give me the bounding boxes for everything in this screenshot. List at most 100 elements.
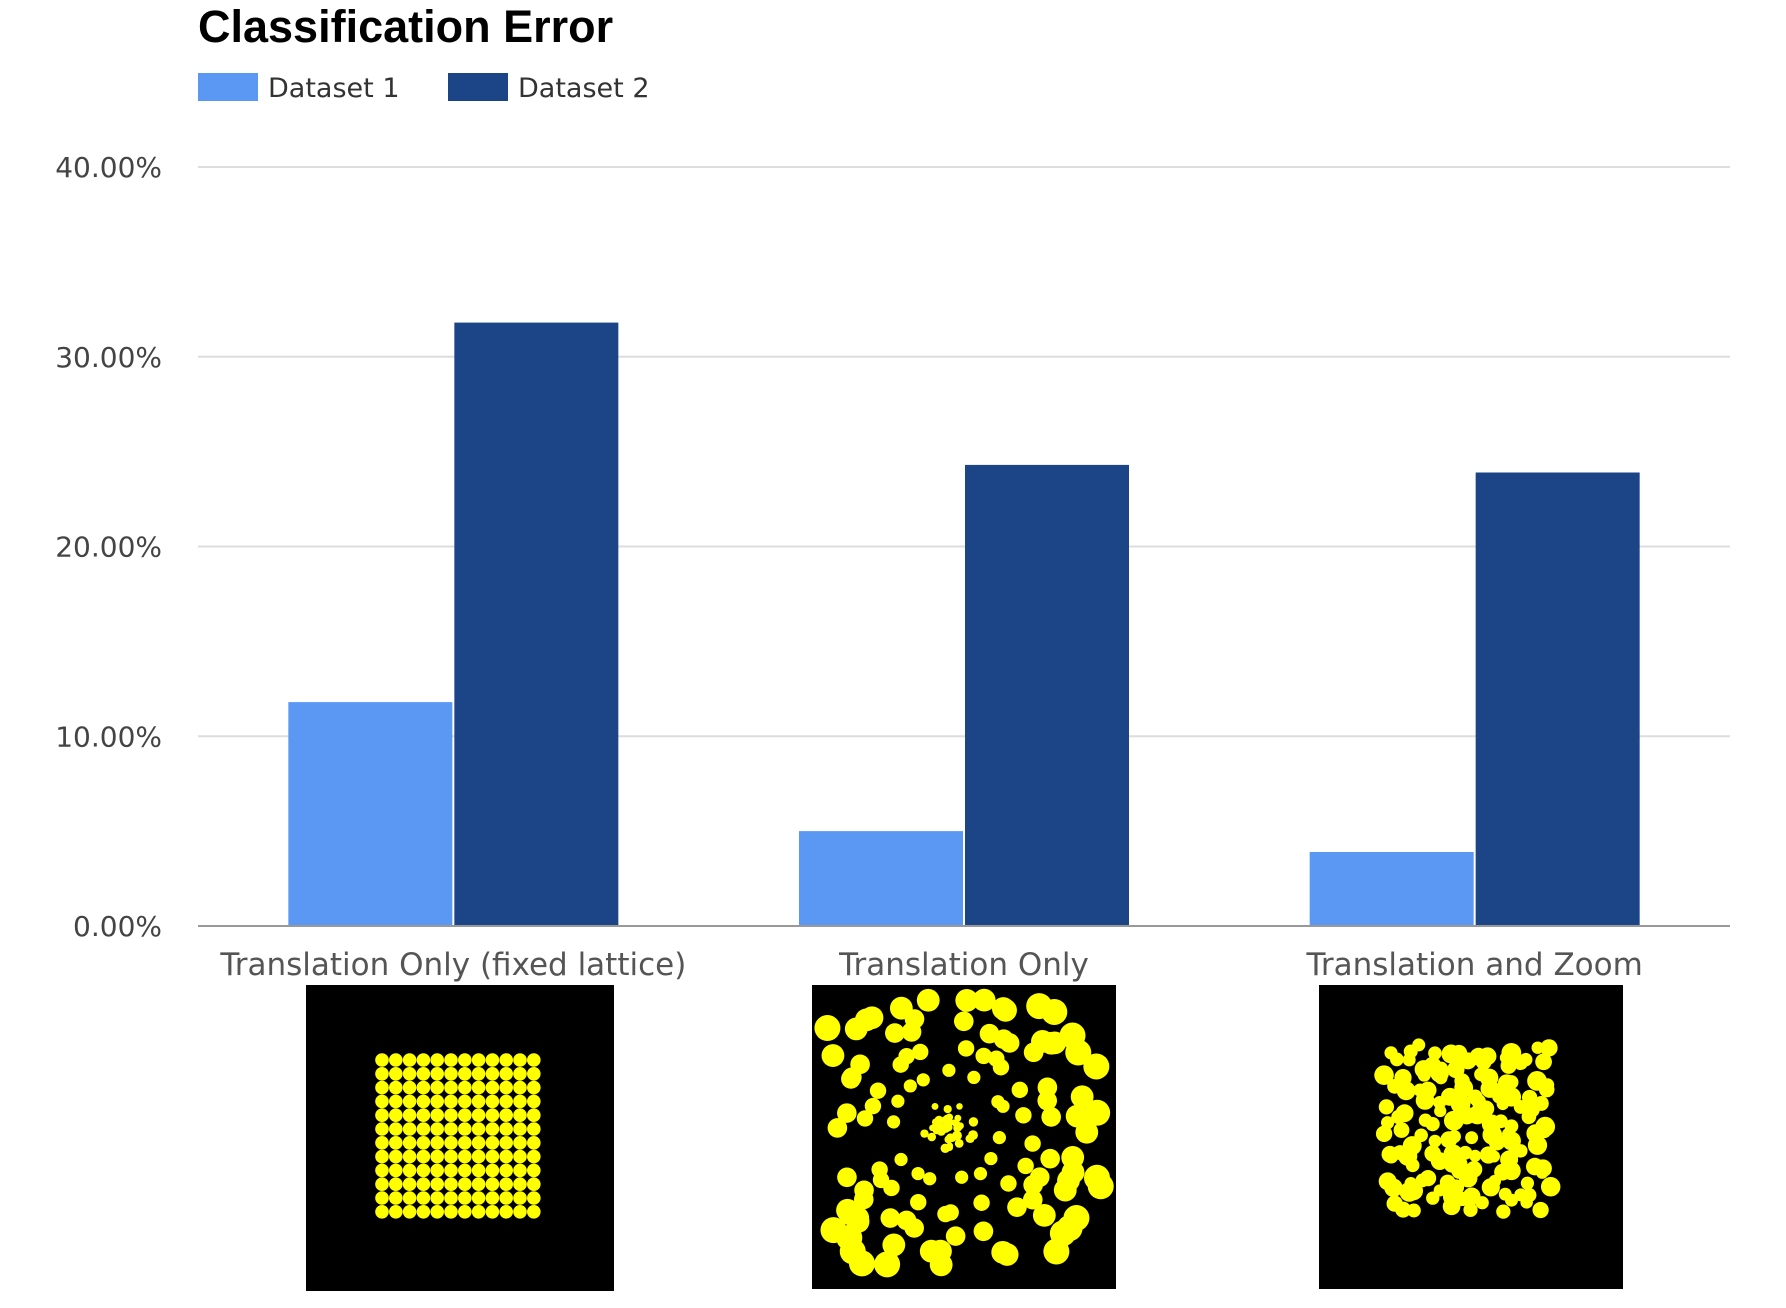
grid-lines [198, 166, 1730, 738]
thumbnail-dot [1084, 1099, 1111, 1126]
thumbnail-dot [444, 1136, 458, 1150]
bar-1-3 [1309, 851, 1474, 926]
thumbnail-dot [1061, 1160, 1085, 1184]
thumbnail-dot [402, 1067, 417, 1081]
thumbnail-dot [837, 1167, 857, 1188]
x-category-label: Translation and Zoom [1306, 947, 1643, 983]
thumbnail-dot [513, 1191, 527, 1205]
thumbnail-dot [954, 1138, 964, 1148]
thumbnail-dot [1041, 998, 1068, 1025]
thumbnail-dot [898, 1047, 915, 1065]
thumbnail-dot [1015, 1107, 1032, 1124]
thumbnail-dot [402, 1122, 417, 1136]
thumbnail-dot [1465, 1131, 1479, 1145]
thumbnail-dot [903, 1079, 917, 1093]
thumbnail-dot [444, 1163, 458, 1178]
thumbnail-dot [973, 1194, 990, 1211]
thumbnail-dot [896, 1210, 917, 1231]
thumbnail-dot [485, 1177, 500, 1191]
thumbnail-dot [1459, 1052, 1477, 1070]
thumbnail-dot [527, 1205, 541, 1219]
thumbnail-dot [389, 1136, 403, 1150]
legend: Dataset 1 Dataset 2 [198, 73, 650, 104]
thumbnail-dot [389, 1108, 403, 1122]
bar-1-1 [288, 702, 453, 926]
thumbnail-dot [527, 1136, 541, 1150]
thumbnail-dot [1417, 1068, 1431, 1082]
thumbnail-dot [471, 1163, 486, 1178]
thumbnail-dot [1455, 1191, 1470, 1207]
thumbnail-dot [458, 1136, 472, 1150]
thumbnail-dot [527, 1108, 541, 1122]
thumbnail-dot [882, 1233, 906, 1257]
thumbnail-dot [919, 1239, 943, 1263]
thumbnail-dot [430, 1108, 445, 1122]
thumbnail-dot [894, 1152, 908, 1167]
thumbnail-dot [1447, 1179, 1465, 1196]
thumbnail-dot [1419, 1169, 1437, 1187]
thumbnail-dot [955, 1170, 969, 1184]
thumbnail-dot [1406, 1203, 1421, 1218]
thumbnail-dot [444, 1122, 458, 1136]
thumbnail-dot [864, 1097, 882, 1115]
thumbnail-dot [932, 1127, 940, 1135]
thumbnail-dot [1496, 1097, 1510, 1111]
thumbnail-dot [402, 1205, 417, 1219]
thumbnail-dot [458, 1053, 472, 1067]
thumbnail-dot [485, 1205, 500, 1219]
thumbnail-dot [471, 1122, 486, 1136]
thumbnail-dot [402, 1149, 417, 1164]
thumbnail-dot [916, 1073, 930, 1087]
thumbnail-dot [967, 1135, 975, 1143]
thumbnail-dot [874, 1251, 901, 1278]
thumbnail-dot [444, 1067, 458, 1081]
thumbnail-dot [856, 1110, 874, 1127]
thumbnail-dot [1007, 1197, 1027, 1217]
thumbnail-random-translation [812, 985, 1116, 1289]
thumbnail-dot [458, 1177, 472, 1191]
thumbnail-dot [458, 1205, 472, 1219]
thumbnail-dot [430, 1067, 445, 1081]
thumbnail-dot [1488, 1133, 1506, 1151]
thumbnail-dot [513, 1094, 527, 1109]
y-tick-label: 20.00% [55, 531, 162, 564]
thumbnail-dot [485, 1122, 500, 1136]
thumbnail-dot [1425, 1117, 1440, 1132]
thumbnail-dot [430, 1177, 445, 1191]
thumbnail-dot [937, 1205, 954, 1223]
thumbnail-dot [886, 1115, 901, 1129]
thumbnail-dot [402, 1177, 417, 1191]
thumbnail-dot [389, 1080, 403, 1095]
thumbnail-dot [513, 1122, 527, 1136]
thumbnail-dot [499, 1067, 513, 1081]
thumbnail-dot [513, 1177, 527, 1191]
bar-2-3 [1475, 472, 1640, 926]
thumbnail-dot [820, 1217, 847, 1244]
thumbnail-dot [1384, 1178, 1403, 1198]
thumbnail-dot [1405, 1158, 1420, 1173]
thumbnail-dot [375, 1205, 389, 1219]
thumbnail-dot [860, 1006, 884, 1030]
thumbnail-dot [1504, 1149, 1519, 1163]
thumbnail-dot [837, 1103, 857, 1123]
thumbnail-dot [513, 1149, 527, 1164]
thumbnail-dot [430, 1053, 445, 1067]
thumbnail-dot [1463, 1202, 1478, 1217]
thumbnail-dot [1022, 1189, 1043, 1210]
thumbnail-dot [1521, 1109, 1537, 1125]
thumbnail-dot [527, 1053, 541, 1067]
thumbnail-dot [912, 1043, 929, 1061]
thumbnail-dot [389, 1053, 403, 1067]
thumbnail-dot [1041, 1107, 1061, 1127]
x-category-label: Translation Only (fixed lattice) [219, 947, 686, 983]
thumbnail-dot [1391, 1109, 1406, 1125]
thumbnail-dot [910, 1193, 927, 1211]
thumbnail-dot [1065, 1039, 1092, 1066]
thumbnail-dot [1083, 1053, 1110, 1080]
thumbnail-dot [499, 1108, 513, 1122]
thumbnail-dot [944, 1123, 953, 1132]
thumbnail-fixed-lattice [306, 985, 614, 1291]
thumbnail-dot [968, 1117, 979, 1127]
thumbnail-dot [485, 1094, 500, 1109]
